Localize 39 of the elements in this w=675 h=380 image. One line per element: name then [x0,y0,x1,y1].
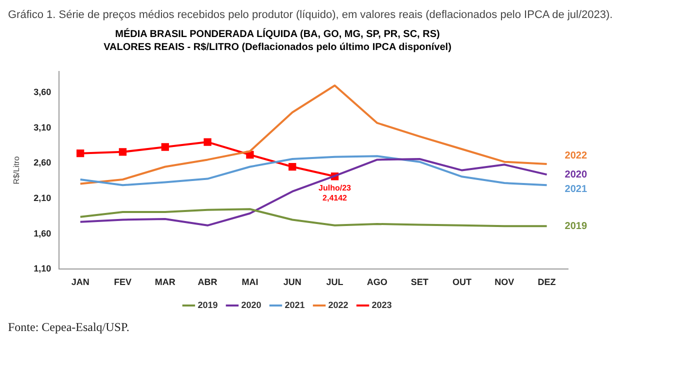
x-tick-label: OUT [452,277,472,288]
y-tick-label: 3,60 [34,87,52,98]
text: Gráfico 1. Série de preços médios recebidos pelo produtor (líquido), em valores reais (deflacionados pelo IPCA de jul/2023). [8,8,614,22]
legend-label: 2023 [372,300,392,310]
text: 2019 [564,220,588,232]
point [76,150,84,158]
point [246,150,254,159]
point [204,138,212,146]
chart-subtitle: VALORES REAIS - R$/LITRO (Deflacionados pelo último IPCA disponível) [102,41,452,54]
text: 2022 [564,150,588,162]
y-tick-label: 1,60 [34,228,52,238]
source-note: Fonte: Cepea-Esalq/USP. [8,320,130,335]
point [288,162,296,171]
point [118,148,127,156]
legend-label: 2020 [241,300,262,310]
x-tick-label: MAI [242,277,258,288]
y-tick-label: 2,60 [34,158,52,168]
point [161,143,169,151]
x-tick-label: DEZ [538,277,556,288]
legend-label: 2022 [328,300,348,310]
y-axis-title: R$/Litro [12,156,22,184]
annotation: Julho/23 2,4142 [318,184,352,203]
x-tick-label: JAN [71,277,90,288]
x-tick-label: SET [410,277,429,288]
y-tick-label: 1,10 [34,264,52,274]
x-tick-label: NOV [494,277,514,288]
x-tick-label: FEV [114,277,132,288]
y-tick-label: 2,10 [34,193,52,204]
text: 2020 [564,169,588,180]
x-tick-label: MAR [154,277,176,288]
x-tick-label: AGO [366,277,388,288]
legend-label: 2019 [198,300,218,310]
legend-label: 2021 [284,300,305,310]
x-tick-label: ABR [198,277,218,288]
x-tick-label: JUN [283,277,302,288]
chart-title: MÉDIA BRASIL PONDERADA LÍQUIDA (BA, GO, MG, SP, PR, SC, RS) [114,28,441,41]
y-tick-label: 3,10 [34,122,52,132]
text: 2021 [564,184,588,195]
x-tick-label: JUL [326,277,344,288]
